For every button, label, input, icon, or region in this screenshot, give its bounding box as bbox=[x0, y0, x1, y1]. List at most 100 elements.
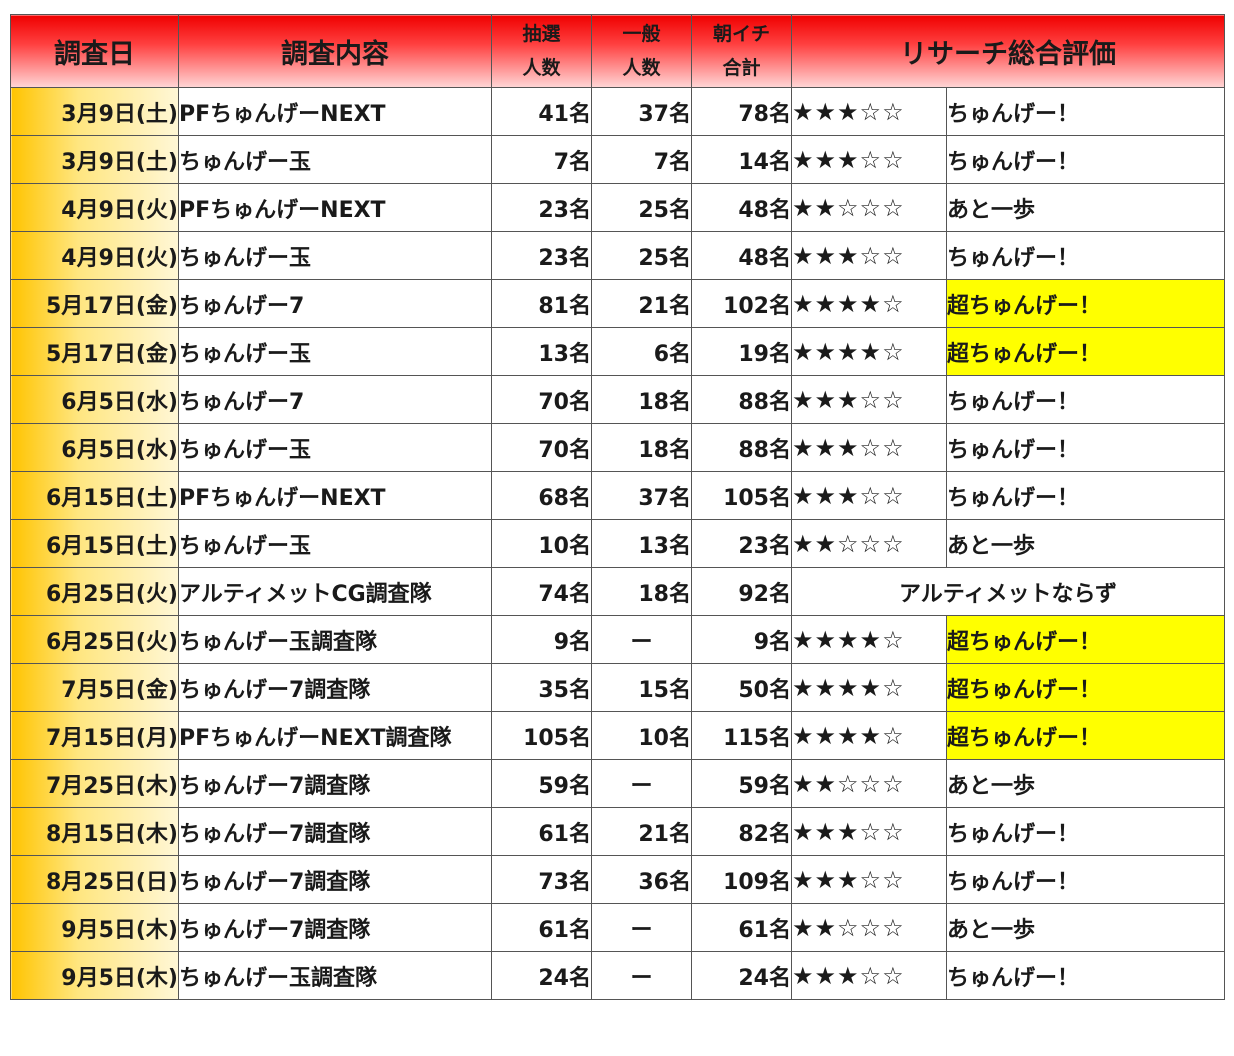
cell-general: 25名 bbox=[591, 183, 692, 232]
cell-rating: ちゅんげー！ bbox=[946, 423, 1225, 472]
header-lottery-line1: 抽選 bbox=[522, 23, 561, 45]
table-row: 6月15日(土) PFちゅんげーNEXT 68名 37名 105名 ★★★☆☆ ちゅんげー！ bbox=[10, 471, 1225, 520]
cell-content: PFちゅんげーNEXT bbox=[178, 183, 492, 232]
cell-content: ちゅんげー7調査隊 bbox=[178, 903, 492, 952]
cell-stars: ★★★★☆ bbox=[791, 615, 947, 664]
table-row: 9月5日(木) ちゅんげー7調査隊 61名ー 61名 ★★☆☆☆ あと一歩 bbox=[10, 903, 1225, 952]
cell-general: ー bbox=[591, 903, 692, 952]
header-date: 調査日 bbox=[10, 14, 179, 88]
cell-rating: ちゅんげー！ bbox=[946, 951, 1225, 1000]
cell-general: 37名 bbox=[591, 87, 692, 136]
cell-general: 15名 bbox=[591, 663, 692, 712]
cell-general: 25名 bbox=[591, 231, 692, 280]
cell-date: 4月9日(火) bbox=[10, 183, 179, 232]
table-row: 7月15日(月) PFちゅんげーNEXT調査隊 105名 10名 115名 ★★★★☆ 超ち… bbox=[10, 711, 1225, 760]
table-row: 3月9日(土) ちゅんげー玉 7名 7名 14名 ★★★☆☆ ちゅんげー！ bbox=[10, 135, 1225, 184]
cell-lottery: 68名 bbox=[491, 471, 592, 520]
cell-date: 6月15日(土) bbox=[10, 519, 179, 568]
header-morning-line2: 合計 bbox=[722, 57, 761, 79]
cell-date: 6月25日(火) bbox=[10, 567, 179, 616]
cell-content: ちゅんげー玉 bbox=[178, 327, 492, 376]
cell-total: 61名 bbox=[691, 903, 792, 952]
cell-content: ちゅんげー7調査隊 bbox=[178, 855, 492, 904]
cell-lottery: 61名 bbox=[491, 807, 592, 856]
cell-stars: ★★★☆☆ bbox=[791, 375, 947, 424]
cell-lottery: 70名 bbox=[491, 375, 592, 424]
table-row: 5月17日(金) ちゅんげー7 81名 21名 102名 ★★★★☆ 超ちゅんげー！ bbox=[10, 279, 1225, 328]
cell-total: 50名 bbox=[691, 663, 792, 712]
cell-content: ちゅんげー玉調査隊 bbox=[178, 615, 492, 664]
cell-rating: ちゅんげー！ bbox=[946, 471, 1225, 520]
cell-rating: ちゅんげー！ bbox=[946, 807, 1225, 856]
cell-date: 9月5日(木) bbox=[10, 951, 179, 1000]
cell-stars: ★★★☆☆ bbox=[791, 135, 947, 184]
cell-date: 6月25日(火) bbox=[10, 615, 179, 664]
cell-date: 9月5日(木) bbox=[10, 903, 179, 952]
cell-rating: 超ちゅんげー！ bbox=[946, 327, 1225, 376]
cell-content: PFちゅんげーNEXT bbox=[178, 471, 492, 520]
cell-date: 3月9日(土) bbox=[10, 87, 179, 136]
cell-lottery: 13名 bbox=[491, 327, 592, 376]
cell-total: 105名 bbox=[691, 471, 792, 520]
cell-stars: ★★☆☆☆ bbox=[791, 519, 947, 568]
cell-rating: あと一歩 bbox=[946, 519, 1225, 568]
cell-total: 24名 bbox=[691, 951, 792, 1000]
cell-content: ちゅんげー7 bbox=[178, 279, 492, 328]
cell-rating: あと一歩 bbox=[946, 759, 1225, 808]
cell-lottery: 105名 bbox=[491, 711, 592, 760]
cell-total: 48名 bbox=[691, 183, 792, 232]
cell-content: ちゅんげー玉調査隊 bbox=[178, 951, 492, 1000]
cell-general: 36名 bbox=[591, 855, 692, 904]
cell-date: 8月25日(日) bbox=[10, 855, 179, 904]
cell-rating: 超ちゅんげー！ bbox=[946, 279, 1225, 328]
cell-content: PFちゅんげーNEXT bbox=[178, 87, 492, 136]
cell-date: 6月5日(水) bbox=[10, 375, 179, 424]
cell-stars: ★★★★☆ bbox=[791, 327, 947, 376]
cell-lottery: 70名 bbox=[491, 423, 592, 472]
cell-lottery: 24名 bbox=[491, 951, 592, 1000]
cell-rating: ちゅんげー！ bbox=[946, 855, 1225, 904]
header-lottery-line2: 人数 bbox=[522, 57, 561, 79]
table-row: 6月5日(水) ちゅんげー玉 70名 18名 88名 ★★★☆☆ ちゅんげー！ bbox=[10, 423, 1225, 472]
cell-content: ちゅんげー7調査隊 bbox=[178, 807, 492, 856]
header-row: 調査日 調査内容 抽選 人数 一般 人数 朝イチ 合計 リサーチ総合評価 bbox=[10, 14, 1225, 88]
cell-total: 82名 bbox=[691, 807, 792, 856]
cell-total: 48名 bbox=[691, 231, 792, 280]
cell-lottery: 74名 bbox=[491, 567, 592, 616]
cell-total: 19名 bbox=[691, 327, 792, 376]
table-row: 4月9日(火) PFちゅんげーNEXT 23名 25名 48名 ★★☆☆☆ あと一歩 bbox=[10, 183, 1225, 232]
cell-stars: ★★☆☆☆ bbox=[791, 759, 947, 808]
cell-rating: 超ちゅんげー！ bbox=[946, 663, 1225, 712]
cell-lottery: 7名 bbox=[491, 135, 592, 184]
header-general-line1: 一般 bbox=[622, 23, 661, 45]
cell-date: 3月9日(土) bbox=[10, 135, 179, 184]
cell-date: 7月15日(月) bbox=[10, 711, 179, 760]
cell-stars: ★★★☆☆ bbox=[791, 855, 947, 904]
cell-general: 7名 bbox=[591, 135, 692, 184]
cell-general: 10名 bbox=[591, 711, 692, 760]
cell-content: ちゅんげー7 bbox=[178, 375, 492, 424]
cell-content: ちゅんげー玉 bbox=[178, 135, 492, 184]
cell-lottery: 73名 bbox=[491, 855, 592, 904]
cell-lottery: 35名 bbox=[491, 663, 592, 712]
cell-stars: ★★★☆☆ bbox=[791, 423, 947, 472]
header-lottery: 抽選 人数 bbox=[491, 14, 592, 88]
cell-stars: ★★★☆☆ bbox=[791, 807, 947, 856]
cell-content: ちゅんげー玉 bbox=[178, 423, 492, 472]
cell-stars: ★★★★☆ bbox=[791, 663, 947, 712]
table-row: 8月25日(日) ちゅんげー7調査隊 73名 36名 109名 ★★★☆☆ ちゅんげー！ bbox=[10, 855, 1225, 904]
cell-lottery: 10名 bbox=[491, 519, 592, 568]
cell-lottery: 41名 bbox=[491, 87, 592, 136]
cell-stars: ★★★☆☆ bbox=[791, 951, 947, 1000]
cell-general: ー bbox=[591, 951, 692, 1000]
cell-date: 7月5日(金) bbox=[10, 663, 179, 712]
cell-rating: ちゅんげー！ bbox=[946, 87, 1225, 136]
cell-date: 6月5日(水) bbox=[10, 423, 179, 472]
cell-content: ちゅんげー玉 bbox=[178, 519, 492, 568]
cell-stars: ★★☆☆☆ bbox=[791, 183, 947, 232]
cell-total: 14名 bbox=[691, 135, 792, 184]
cell-date: 6月15日(土) bbox=[10, 471, 179, 520]
cell-lottery: 81名 bbox=[491, 279, 592, 328]
cell-total: 92名 bbox=[691, 567, 792, 616]
cell-total: 23名 bbox=[691, 519, 792, 568]
